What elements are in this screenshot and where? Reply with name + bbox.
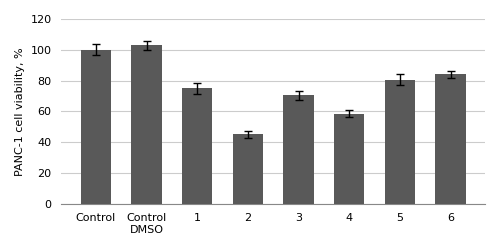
- Bar: [436, 74, 466, 204]
- Bar: [384, 80, 415, 204]
- Bar: [132, 45, 162, 204]
- Bar: [182, 88, 212, 204]
- Y-axis label: PANC-1 cell viability, %: PANC-1 cell viability, %: [15, 47, 25, 176]
- Bar: [284, 95, 314, 204]
- Bar: [232, 134, 263, 204]
- Bar: [80, 50, 111, 204]
- Bar: [334, 114, 364, 204]
